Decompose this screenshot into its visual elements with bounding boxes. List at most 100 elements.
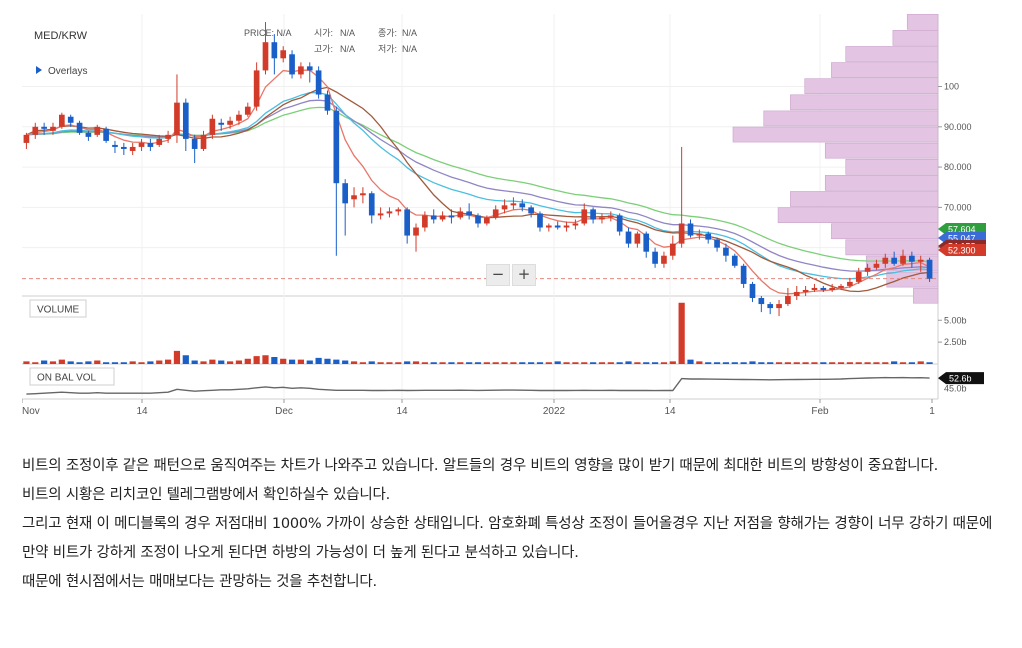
volume-bar bbox=[103, 362, 110, 364]
candle-body bbox=[776, 304, 782, 309]
volume-profile-bar bbox=[845, 158, 939, 175]
volume-bar bbox=[545, 362, 552, 364]
candle-body bbox=[838, 285, 844, 288]
volume-bar bbox=[678, 302, 685, 364]
candle-body bbox=[590, 209, 596, 220]
candle-body bbox=[41, 126, 47, 129]
candle-body bbox=[687, 223, 694, 236]
x-tick-label: Dec bbox=[275, 406, 293, 417]
info-high-value: N/A bbox=[340, 44, 355, 54]
volume-profile-bar bbox=[763, 110, 939, 127]
volume-bar bbox=[111, 362, 119, 364]
volume-bar bbox=[740, 362, 747, 364]
volume-bar bbox=[696, 361, 703, 364]
candle-body bbox=[129, 146, 136, 151]
price-tick-label: 100 bbox=[944, 82, 959, 92]
volume-bar bbox=[147, 361, 154, 364]
candle-body bbox=[563, 225, 570, 228]
symbol-label: MED/KRW bbox=[34, 30, 88, 42]
candle-body bbox=[271, 42, 278, 59]
candle-body bbox=[23, 134, 30, 143]
candle-body bbox=[103, 128, 109, 141]
volume-bar bbox=[634, 362, 641, 364]
volume-tick-label: 2.50b bbox=[944, 337, 967, 347]
price-badge-shape bbox=[938, 244, 986, 256]
volume-bar bbox=[554, 361, 561, 364]
info-low-label: 저가: bbox=[378, 44, 397, 54]
price-badge: 52.300 bbox=[938, 244, 986, 256]
info-price: PRICE: N/A bbox=[244, 28, 292, 38]
candle-body bbox=[537, 213, 543, 228]
volume-bar bbox=[572, 362, 579, 364]
info-close-label: 종가: bbox=[378, 28, 397, 38]
candle-body bbox=[120, 146, 127, 149]
volume-bar bbox=[917, 361, 924, 364]
chart-area[interactable]: 10090.00080.00070.00060.0005.00b2.50b45.… bbox=[22, 14, 1000, 426]
volume-bar bbox=[23, 361, 30, 364]
volume-bar bbox=[67, 361, 74, 364]
volume-bar bbox=[85, 361, 92, 364]
volume-panel-label-box bbox=[29, 299, 87, 318]
volume-bar bbox=[76, 362, 83, 364]
zoom-out-button[interactable]: − bbox=[486, 264, 510, 286]
overlays-label: Overlays bbox=[48, 66, 87, 77]
candle-body bbox=[67, 116, 74, 123]
volume-bar bbox=[226, 361, 234, 364]
article-paragraph-2: 비트의 시황은 리치코인 텔레그램방에서 확인하실수 있습니다. bbox=[22, 487, 391, 503]
zoom-in-button[interactable]: + bbox=[512, 264, 536, 286]
candle-body bbox=[174, 102, 180, 135]
candle-body bbox=[351, 195, 357, 200]
volume-bar bbox=[262, 355, 269, 364]
price-tick-label: 80.000 bbox=[944, 162, 972, 172]
volume-bar bbox=[218, 360, 225, 364]
candle-body bbox=[165, 134, 171, 139]
candle-body bbox=[147, 142, 154, 147]
price-tick-label: 70.000 bbox=[944, 202, 972, 212]
candle-body bbox=[306, 66, 313, 71]
candle-body bbox=[554, 225, 561, 228]
x-tick-label: 14 bbox=[136, 406, 148, 417]
candle-body bbox=[112, 144, 118, 147]
candle-body bbox=[475, 215, 481, 224]
volume-bar bbox=[200, 361, 207, 364]
volume-bar bbox=[306, 360, 313, 364]
volume-bar bbox=[846, 362, 853, 364]
candle-body bbox=[333, 110, 340, 184]
candle-body bbox=[439, 215, 446, 220]
candle-body bbox=[236, 114, 242, 121]
candle-body bbox=[209, 118, 216, 135]
volume-bar bbox=[873, 362, 880, 364]
candle-body bbox=[466, 211, 472, 216]
volume-bar bbox=[457, 362, 464, 364]
candle-body bbox=[324, 94, 331, 111]
volume-bar bbox=[173, 350, 181, 364]
volume-bar bbox=[563, 362, 570, 364]
x-tick-label: 2022 bbox=[543, 406, 566, 417]
candle-body bbox=[581, 209, 588, 224]
volume-profile-bar bbox=[824, 175, 939, 191]
volume-bar bbox=[891, 361, 898, 364]
volume-bar bbox=[660, 362, 668, 364]
candle-body bbox=[448, 215, 455, 218]
volume-bar bbox=[483, 362, 490, 364]
volume-bar bbox=[359, 362, 366, 364]
candle-body bbox=[873, 263, 880, 268]
obv-tick-label: 45.0b bbox=[944, 384, 967, 394]
candle-body bbox=[723, 247, 729, 256]
volume-bar bbox=[333, 359, 340, 364]
volume-bar bbox=[899, 362, 907, 364]
overlays-toggle-icon[interactable] bbox=[36, 66, 42, 74]
volume-bar bbox=[368, 361, 375, 364]
volume-bar bbox=[536, 362, 544, 364]
volume-profile-bar bbox=[804, 78, 939, 95]
candle-body bbox=[404, 209, 410, 236]
price-chart[interactable]: 10090.00080.00070.00060.0005.00b2.50b45.… bbox=[22, 14, 1000, 426]
candle-body bbox=[430, 215, 437, 220]
volume-bar bbox=[926, 362, 933, 364]
volume-bar bbox=[288, 359, 296, 364]
volume-bar bbox=[342, 360, 349, 364]
candle-body bbox=[32, 126, 39, 135]
volume-bar bbox=[811, 362, 818, 364]
candle-body bbox=[377, 213, 384, 216]
volume-bar bbox=[722, 362, 730, 364]
